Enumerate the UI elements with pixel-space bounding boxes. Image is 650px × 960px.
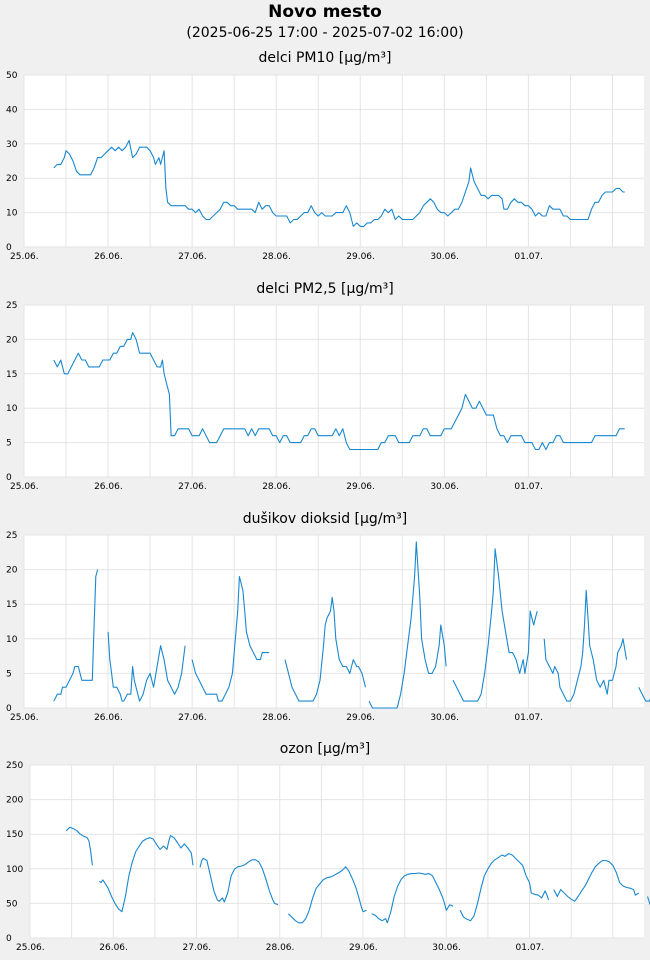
y-tick-label-no2: 10 — [6, 635, 18, 645]
x-tick-label-pm25: 29.06. — [346, 482, 375, 492]
plot-area-ozone — [30, 765, 644, 938]
series-line-no2 — [543, 589, 628, 702]
series-line-ozone — [553, 859, 640, 902]
plot-area-pm10 — [24, 75, 644, 247]
y-tick-label-pm25: 25 — [6, 301, 17, 311]
y-tick-label-pm25: 0 — [6, 473, 12, 483]
y-tick-label-ozone: 150 — [6, 830, 23, 840]
chart-title-no2: dušikov dioksid [µg/m³] — [242, 511, 408, 527]
chart-title-ozone: ozon [µg/m³] — [279, 741, 371, 757]
y-tick-label-pm10: 50 — [6, 71, 18, 81]
x-tick-label-pm25: 26.06. — [94, 482, 123, 492]
series-line-ozone — [459, 853, 550, 922]
y-tick-label-pm25: 5 — [6, 439, 12, 449]
y-tick-label-no2: 25 — [6, 531, 17, 541]
y-tick-label-no2: 0 — [6, 704, 12, 714]
y-tick-label-ozone: 250 — [6, 761, 23, 771]
y-tick-label-pm10: 10 — [6, 209, 18, 219]
y-tick-label-pm25: 10 — [6, 404, 18, 414]
series-line-ozone — [99, 835, 194, 913]
chart-title-pm10: delci PM10 [µg/m³] — [258, 50, 392, 66]
x-tick-label-no2: 29.06. — [346, 713, 375, 723]
x-tick-label-no2: 01.07. — [514, 713, 543, 723]
series-line-no2 — [638, 686, 650, 702]
x-tick-label-ozone: 29.06. — [349, 943, 378, 953]
x-tick-label-no2: 26.06. — [94, 713, 123, 723]
page-title: Novo mesto — [268, 2, 382, 22]
y-tick-label-no2: 5 — [6, 669, 12, 679]
y-tick-label-pm10: 0 — [6, 243, 12, 253]
y-tick-label-ozone: 0 — [6, 934, 12, 944]
x-tick-label-pm10: 26.06. — [94, 252, 123, 262]
x-tick-label-pm10: 30.06. — [430, 252, 459, 262]
y-tick-label-no2: 15 — [6, 600, 17, 610]
x-tick-label-pm25: 27.06. — [178, 482, 207, 492]
x-tick-label-ozone: 01.07. — [516, 943, 545, 953]
x-tick-label-ozone: 30.06. — [432, 943, 461, 953]
x-tick-label-no2: 25.06. — [10, 713, 39, 723]
x-tick-label-ozone: 27.06. — [183, 943, 212, 953]
y-tick-label-ozone: 100 — [6, 865, 23, 875]
x-tick-label-ozone: 26.06. — [99, 943, 128, 953]
series-line-ozone — [288, 866, 367, 924]
y-tick-label-ozone: 50 — [6, 899, 18, 909]
plot-area-pm25 — [24, 305, 644, 477]
y-tick-label-ozone: 200 — [6, 796, 23, 806]
x-tick-label-ozone: 28.06. — [266, 943, 295, 953]
series-line-no2 — [191, 575, 270, 702]
x-tick-label-ozone: 25.06. — [16, 943, 45, 953]
series-line-no2 — [368, 541, 447, 709]
series-line-ozone — [371, 872, 454, 924]
x-tick-label-pm10: 01.07. — [514, 252, 543, 262]
x-tick-label-pm25: 25.06. — [10, 482, 39, 492]
plot-area-no2 — [24, 535, 644, 708]
series-line-no2 — [284, 596, 367, 702]
x-tick-label-no2: 30.06. — [430, 713, 459, 723]
y-tick-label-pm10: 40 — [6, 105, 18, 115]
page-subtitle: (2025-06-25 17:00 - 2025-07-02 16:00) — [186, 25, 464, 41]
y-tick-label-pm25: 15 — [6, 370, 17, 380]
x-tick-label-pm10: 25.06. — [10, 252, 39, 262]
y-tick-label-pm10: 20 — [6, 174, 18, 184]
series-line-no2 — [53, 569, 99, 702]
x-tick-label-pm10: 28.06. — [262, 252, 291, 262]
y-tick-label-no2: 20 — [6, 566, 18, 576]
x-tick-label-pm10: 29.06. — [346, 252, 375, 262]
series-line-pm25 — [53, 331, 625, 451]
series-line-ozone — [199, 857, 279, 906]
y-tick-label-pm10: 30 — [6, 140, 18, 150]
series-line-no2 — [452, 548, 538, 702]
series-line-ozone — [65, 826, 93, 866]
x-tick-label-pm10: 27.06. — [178, 252, 207, 262]
y-tick-label-pm25: 20 — [6, 335, 18, 345]
series-line-pm10 — [53, 139, 625, 227]
x-tick-label-pm25: 01.07. — [514, 482, 543, 492]
x-tick-label-no2: 27.06. — [178, 713, 207, 723]
chart-title-pm25: delci PM2,5 [µg/m³] — [256, 281, 394, 297]
x-tick-label-pm25: 28.06. — [262, 482, 291, 492]
x-tick-label-pm25: 30.06. — [430, 482, 459, 492]
x-tick-label-no2: 28.06. — [262, 713, 291, 723]
series-line-no2 — [107, 631, 186, 702]
